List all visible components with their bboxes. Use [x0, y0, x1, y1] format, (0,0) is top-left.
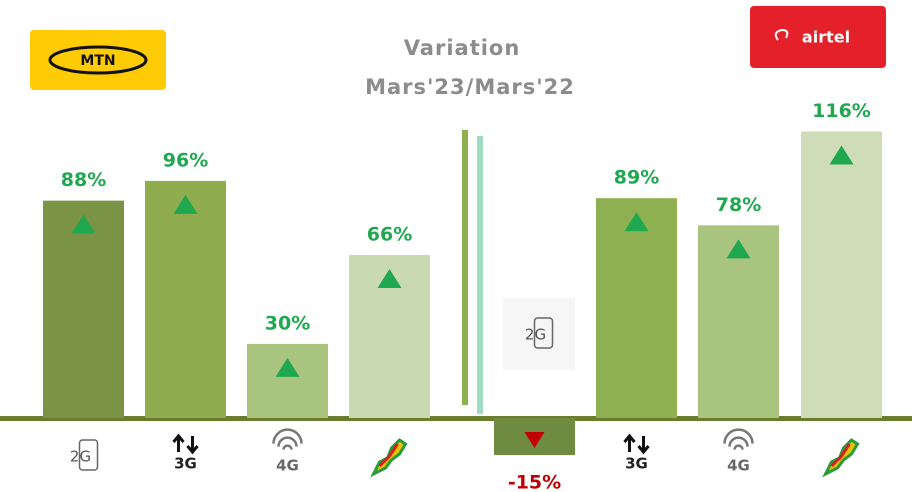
arrows-icon	[172, 433, 199, 455]
value-label: 89%	[614, 167, 659, 189]
wifi-icon	[277, 436, 298, 447]
separator	[462, 130, 468, 405]
arrows-icon	[623, 433, 650, 455]
phone-icon	[78, 439, 99, 471]
category-label: 4G	[276, 457, 299, 475]
value-label: 88%	[61, 169, 106, 191]
wifi-icon	[723, 428, 754, 444]
up-arrow	[275, 357, 300, 377]
value-label: 96%	[163, 149, 208, 171]
wifi-icon	[282, 444, 293, 450]
mtn-logo	[30, 30, 166, 90]
icon-box	[503, 298, 575, 370]
bar	[596, 198, 677, 418]
map-icon	[830, 443, 851, 468]
bar	[801, 131, 882, 419]
up-arrow	[726, 239, 751, 259]
chart-subtitle: Mars'23/Mars'22	[365, 75, 575, 99]
category-label: 3G	[625, 455, 648, 473]
down-arrow	[524, 432, 545, 448]
value-label: 30%	[265, 312, 310, 334]
value-label: 66%	[367, 223, 412, 245]
bar	[145, 180, 226, 418]
chart-title: Variation	[404, 36, 521, 60]
wifi-icon	[728, 436, 749, 447]
wifi-icon	[272, 428, 303, 444]
category-label: 2G	[70, 448, 91, 466]
bar	[43, 200, 124, 418]
category-label: 4G	[727, 457, 750, 475]
value-label: 78%	[716, 194, 761, 216]
category-label: 3G	[174, 455, 197, 473]
up-arrow	[829, 145, 854, 165]
mtn-logo-ring	[48, 45, 148, 75]
mtn-logo-text: MTN	[80, 53, 115, 69]
up-arrow	[173, 194, 198, 214]
up-arrow	[377, 268, 402, 288]
category-label: 2G	[525, 326, 546, 344]
value-label: 116%	[812, 100, 871, 122]
bar	[247, 343, 328, 418]
value-label: -15%	[508, 472, 561, 492]
airtel-logo	[750, 6, 886, 68]
airtel-logo-mark	[774, 28, 789, 41]
map-icon	[378, 443, 399, 468]
separator	[477, 136, 483, 414]
baseline	[0, 416, 912, 421]
wifi-icon	[733, 444, 744, 450]
up-arrow	[624, 212, 649, 232]
up-arrow	[71, 214, 96, 234]
airtel-logo-text: airtel	[802, 28, 850, 47]
phone-icon	[533, 317, 554, 349]
